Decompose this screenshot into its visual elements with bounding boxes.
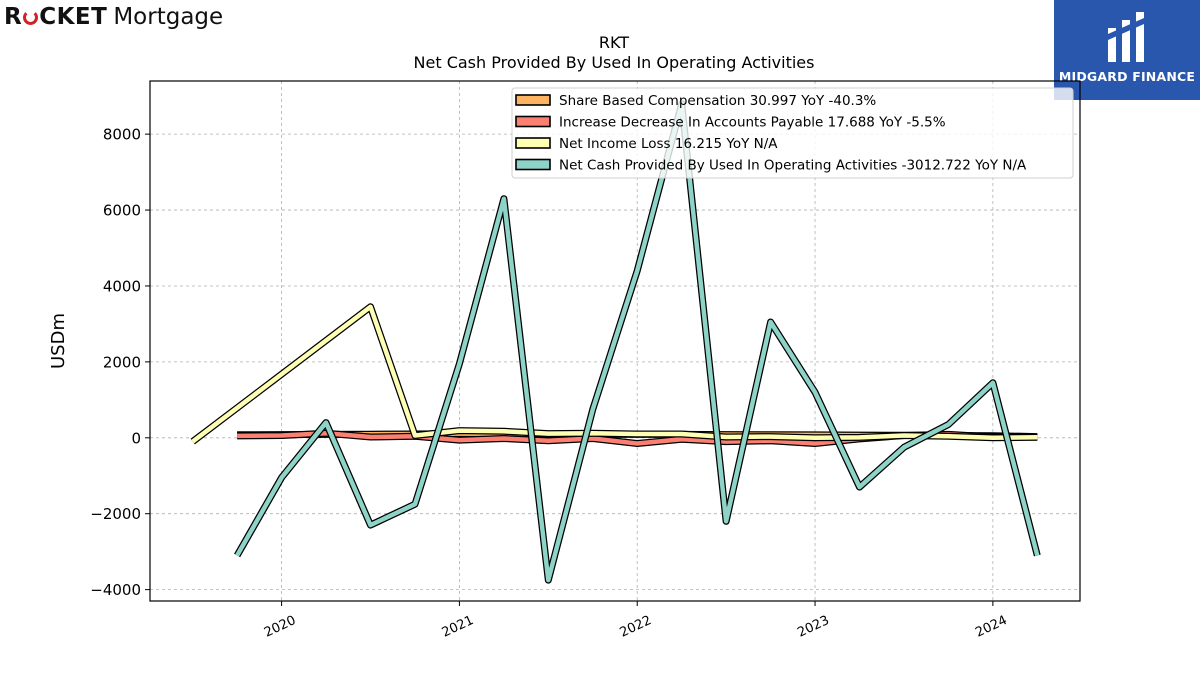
series-group (190, 100, 1041, 584)
legend-swatch (515, 158, 551, 171)
y-tick-label: −2000 (90, 505, 141, 523)
y-axis-label: USDm (48, 313, 69, 369)
plot-frame (149, 80, 1081, 602)
legend-swatch (515, 137, 551, 149)
logo-rocket-word: R CKET (4, 4, 108, 30)
series-line-net-income-loss (191, 304, 1038, 444)
logo-ring-icon (23, 9, 39, 25)
legend-swatch (515, 94, 551, 106)
x-tick-label: 2021 (440, 613, 476, 641)
y-tick-label: 0 (131, 429, 141, 447)
legend-swatch (515, 115, 551, 128)
x-tick-label: 2020 (262, 613, 298, 641)
series-outline-net-income-loss (190, 303, 1038, 445)
chart-subtitle: Net Cash Provided By Used In Operating A… (414, 53, 815, 72)
legend-label: Net Income Loss 16.215 YoY N/A (559, 136, 778, 152)
series-line-net-cash-provided-by-used-in-operating-activities (235, 101, 1040, 583)
x-tick-label: 2022 (618, 613, 654, 641)
legend-label: Increase Decrease In Accounts Payable 17… (559, 115, 946, 131)
chart-title: RKT (599, 33, 629, 52)
legend-label: Share Based Compensation 30.997 YoY -40.… (559, 93, 876, 109)
y-tick-label: 4000 (103, 277, 141, 295)
y-tick-label: −4000 (90, 581, 141, 599)
rocket-mortgage-logo: R CKET Mortgage (4, 2, 223, 32)
y-tick-label: 2000 (103, 353, 141, 371)
legend-box (511, 87, 1074, 179)
y-tick-label: 8000 (103, 126, 141, 144)
y-tick-label: 6000 (103, 202, 141, 220)
badge-label: MIDGARD FINANCE (1058, 69, 1196, 84)
logo-mortgage-word: Mortgage (113, 4, 224, 30)
legend: Share Based Compensation 30.997 YoY -40.… (511, 87, 1074, 179)
x-tick-label: 2024 (973, 613, 1009, 641)
midgard-finance-badge: MIDGARD FINANCE (1054, 0, 1200, 100)
midgard-logo-icon (1108, 12, 1144, 62)
x-tick-label: 2023 (795, 613, 831, 641)
legend-label: Net Cash Provided By Used In Operating A… (559, 158, 1027, 174)
